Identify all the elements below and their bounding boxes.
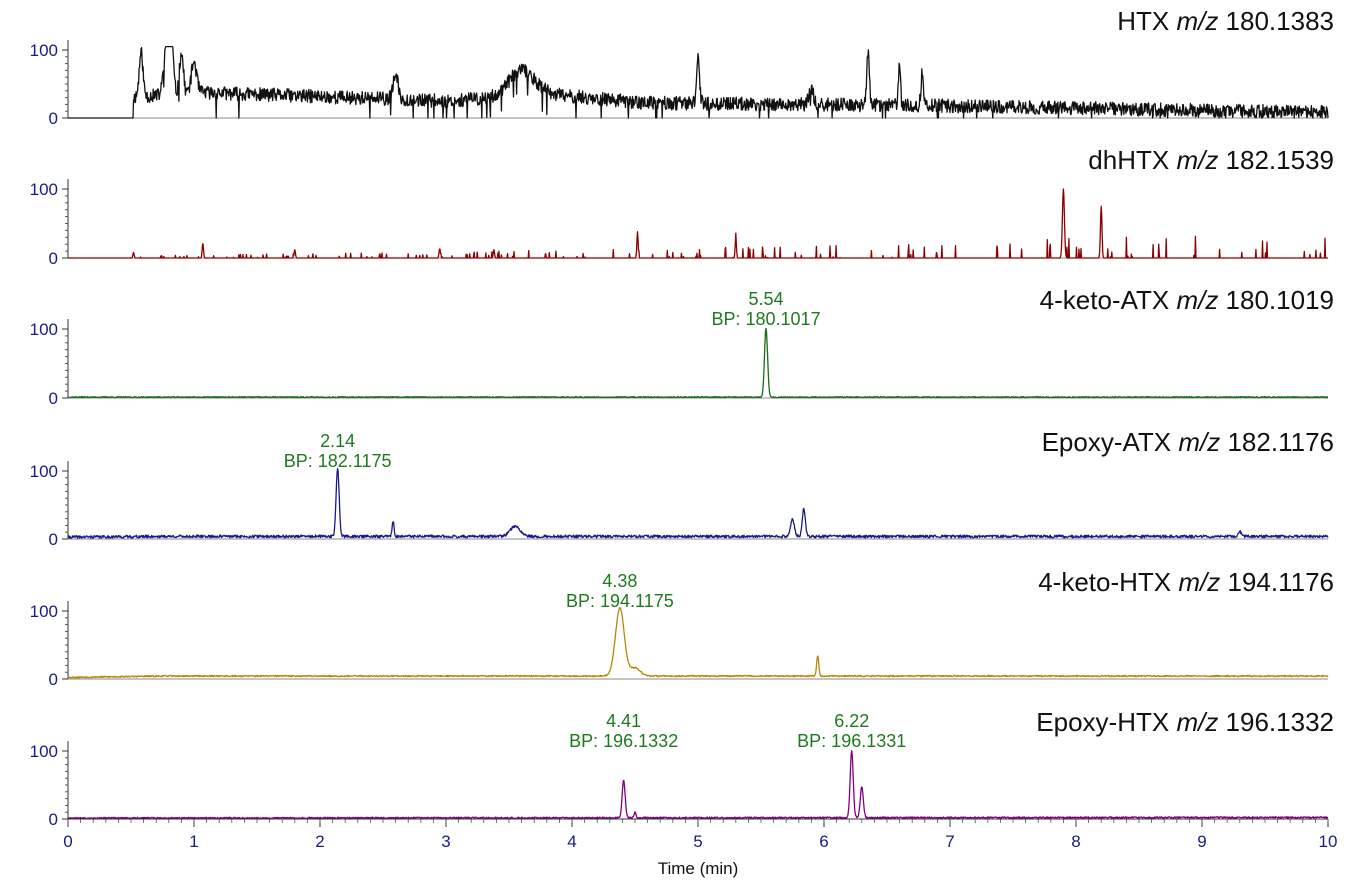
trace-line <box>67 749 1329 820</box>
mz-value: 194.1176 <box>1220 567 1334 597</box>
peak-rt-label: 6.22 <box>834 711 869 731</box>
x-tick-label: 2 <box>315 832 324 851</box>
mz-label: m/z <box>1176 145 1218 175</box>
y-tick-label: 0 <box>49 109 58 128</box>
compound-name: Epoxy-HTX <box>1036 707 1176 737</box>
x-axis: 0 1 2 3 4 5 6 7 8 9 10 <box>63 818 1338 851</box>
y-tick-label: 100 <box>30 602 58 621</box>
peak-rt-label: 2.14 <box>320 431 355 451</box>
panel-title: 4-keto-ATX m/z 180.1019 <box>1040 285 1334 315</box>
trace-line <box>67 606 1329 679</box>
x-tick-label: 1 <box>189 832 198 851</box>
peak-bp-label: BP: 196.1331 <box>797 731 906 751</box>
y-tick-label: 0 <box>49 530 58 549</box>
y-tick-label: 100 <box>30 742 58 761</box>
y-tick-label: 0 <box>49 249 58 268</box>
x-tick-label: 10 <box>1319 832 1338 851</box>
mz-value: 180.1383 <box>1218 6 1334 36</box>
x-axis-title: Time (min) <box>658 859 739 878</box>
compound-name: HTX <box>1117 6 1176 36</box>
x-tick-label: 5 <box>693 832 702 851</box>
mz-value: 180.1019 <box>1218 285 1334 315</box>
trace-line <box>67 467 1329 540</box>
y-tick-label: 0 <box>49 389 58 408</box>
mz-value: 182.1539 <box>1218 145 1334 175</box>
mz-label: m/z <box>1176 6 1218 36</box>
mz-label: m/z <box>1178 567 1220 597</box>
peak-bp-label: BP: 196.1332 <box>569 731 678 751</box>
peak-bp-label: BP: 180.1017 <box>711 309 820 329</box>
x-tick-label: 0 <box>63 832 72 851</box>
x-tick-label: 6 <box>819 832 828 851</box>
peak-bp-label: BP: 194.1175 <box>566 591 674 611</box>
compound-name: dhHTX <box>1088 145 1176 175</box>
y-tick-label: 100 <box>30 41 58 60</box>
x-tick-label: 8 <box>1071 832 1080 851</box>
x-tick-label: 7 <box>945 832 954 851</box>
y-tick-label: 0 <box>49 810 58 829</box>
mz-label: m/z <box>1176 707 1218 737</box>
trace-line <box>67 327 1329 399</box>
panel-title: 4-keto-HTX m/z 194.1176 <box>1038 567 1334 597</box>
peak-rt-label: 4.41 <box>606 711 641 731</box>
panel-dhhtx: 0 100 dhHTX m/z 182.1539 <box>30 145 1334 268</box>
trace-line <box>67 188 1329 259</box>
compound-name: Epoxy-ATX <box>1042 427 1179 457</box>
x-tick-label: 3 <box>441 832 450 851</box>
mz-value: 196.1332 <box>1218 707 1334 737</box>
mz-label: m/z <box>1176 285 1218 315</box>
y-tick-label: 100 <box>30 462 58 481</box>
y-tick-label: 100 <box>30 180 58 199</box>
x-tick-label: 9 <box>1197 832 1206 851</box>
compound-name: 4-keto-ATX <box>1040 285 1177 315</box>
panel-title: Epoxy-ATX m/z 182.1176 <box>1042 427 1334 457</box>
peak-rt-label: 5.54 <box>749 289 784 309</box>
y-tick-label: 100 <box>30 320 58 339</box>
chromatogram-panels: 0 100 HTX m/z 180.1383 0 100 dhHTX m/z 182.15… <box>30 6 1334 829</box>
panel-title: dhHTX m/z 182.1539 <box>1088 145 1334 175</box>
x-tick-label: 4 <box>567 832 576 851</box>
panel-title: Epoxy-HTX m/z 196.1332 <box>1036 707 1334 737</box>
compound-name: 4-keto-HTX <box>1038 567 1178 597</box>
trace-line <box>67 45 1329 119</box>
peak-rt-label: 4.38 <box>602 571 637 591</box>
mz-label: m/z <box>1178 427 1220 457</box>
panel-title: HTX m/z 180.1383 <box>1117 6 1334 36</box>
mz-value: 182.1176 <box>1220 427 1334 457</box>
peak-bp-label: BP: 182.1175 <box>284 451 392 471</box>
y-tick-label: 0 <box>49 670 58 689</box>
panel-htx: 0 100 HTX m/z 180.1383 <box>30 6 1334 128</box>
